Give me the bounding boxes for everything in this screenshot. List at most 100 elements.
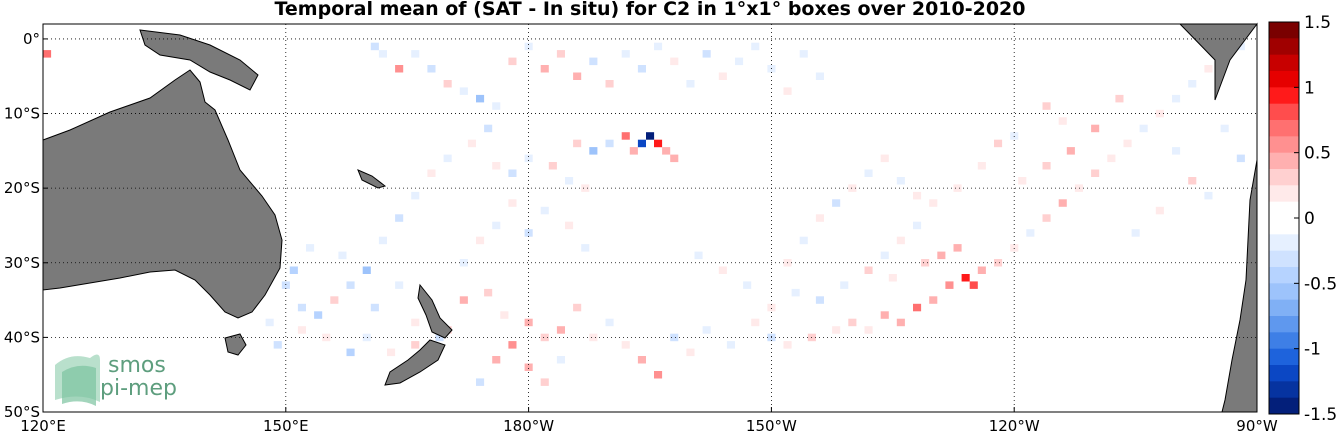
australia-landmass [42, 69, 283, 319]
data-cell [799, 236, 808, 245]
map-area: smos pi-mep [42, 22, 1258, 413]
data-cell [953, 244, 962, 252]
data-cell [945, 281, 954, 289]
data-cell [735, 57, 744, 66]
data-cell [921, 259, 930, 267]
data-cell [977, 162, 986, 170]
data-cell [548, 162, 557, 170]
data-cell [346, 348, 355, 357]
data-cell [306, 244, 315, 252]
data-cell [1058, 199, 1067, 207]
data-cell [848, 318, 857, 327]
data-cell [476, 236, 485, 245]
x-tick-label: 150°E [263, 417, 309, 435]
data-cell [362, 333, 371, 342]
colorbar-tick-label: 0 [1304, 209, 1315, 229]
data-cell [1066, 147, 1075, 155]
colorbar-tick-label: -1.5 [1304, 405, 1337, 425]
data-cell [1018, 177, 1027, 185]
colorbar-swatch [1269, 218, 1299, 235]
data-cell [581, 184, 590, 192]
data-cell [297, 303, 306, 312]
colorbar-swatch [1269, 316, 1299, 333]
data-cell [492, 356, 501, 364]
data-cell [888, 274, 897, 282]
colorbar-swatch [1269, 54, 1299, 72]
tasmania-landmass [224, 333, 247, 356]
data-cell [718, 266, 727, 274]
data-cell [540, 333, 549, 342]
data-cell [1204, 65, 1213, 73]
colorbar-tick-label: 0.5 [1304, 144, 1331, 164]
colorbar-swatch [1269, 397, 1299, 415]
colorbar-swatch [1269, 120, 1299, 137]
data-cell [929, 199, 938, 207]
colorbar-swatch [1269, 299, 1299, 317]
data-cell [1188, 177, 1197, 185]
data-cell [686, 80, 695, 88]
data-cell [508, 57, 517, 66]
data-cell [1058, 117, 1067, 125]
data-cell [1074, 184, 1083, 192]
data-cell [1010, 244, 1019, 252]
colorbar-ticks: 1.5 1 0.5 0 -0.5 -1 -1.5 [1294, 13, 1337, 425]
data-cell [289, 266, 298, 274]
data-cell [1172, 147, 1181, 155]
data-cell [338, 251, 347, 260]
data-cell [411, 318, 420, 327]
data-cell [1042, 162, 1051, 170]
data-cell [1026, 229, 1035, 237]
data-cell [573, 303, 582, 312]
data-cell [799, 50, 808, 58]
data-cell [832, 199, 841, 207]
data-cell [1172, 94, 1181, 103]
data-cell [662, 147, 671, 155]
data-cell [540, 65, 549, 73]
data-cell [411, 191, 420, 200]
data-cell [880, 154, 889, 163]
data-cell [378, 236, 387, 245]
data-cell [556, 356, 565, 364]
data-cell [621, 341, 630, 349]
colorbar-swatch [1269, 381, 1299, 399]
colorbar-swatch [1269, 267, 1299, 284]
data-cell [686, 348, 695, 357]
data-cell [896, 177, 905, 185]
data-cell [702, 50, 711, 58]
data-cell [500, 311, 509, 319]
colorbar-swatch [1269, 201, 1299, 219]
data-cell [654, 42, 663, 51]
data-cell [362, 266, 371, 274]
data-cell [540, 206, 549, 215]
data-cell [556, 326, 565, 334]
data-cell [589, 333, 598, 342]
data-cell [864, 266, 873, 274]
data-cell [896, 236, 905, 245]
data-cell [589, 147, 598, 155]
data-cell [751, 42, 760, 51]
colorbar-swatch [1269, 152, 1299, 170]
data-cell [1091, 124, 1100, 133]
data-cell [1115, 94, 1124, 103]
colorbar-swatch [1269, 185, 1299, 203]
data-cell [961, 274, 970, 282]
colorbar-swatch [1269, 283, 1299, 301]
x-tick-label: 90°W [1236, 417, 1278, 435]
data-cell [508, 341, 517, 349]
data-cell [1042, 214, 1051, 222]
data-cell [1188, 80, 1197, 88]
gridlines [43, 24, 1257, 412]
data-cell [1123, 139, 1132, 148]
data-cell [508, 199, 517, 207]
data-cell [297, 326, 306, 334]
data-cell [637, 356, 646, 364]
colorbar-swatch [1269, 365, 1299, 382]
data-cell [427, 65, 436, 73]
data-cell [880, 251, 889, 260]
x-tick-label: 180°W [503, 417, 554, 435]
data-cell [670, 154, 679, 163]
data-cell [1220, 124, 1229, 133]
data-cell [605, 139, 614, 148]
data-cell [387, 348, 396, 357]
data-cell [314, 311, 323, 319]
